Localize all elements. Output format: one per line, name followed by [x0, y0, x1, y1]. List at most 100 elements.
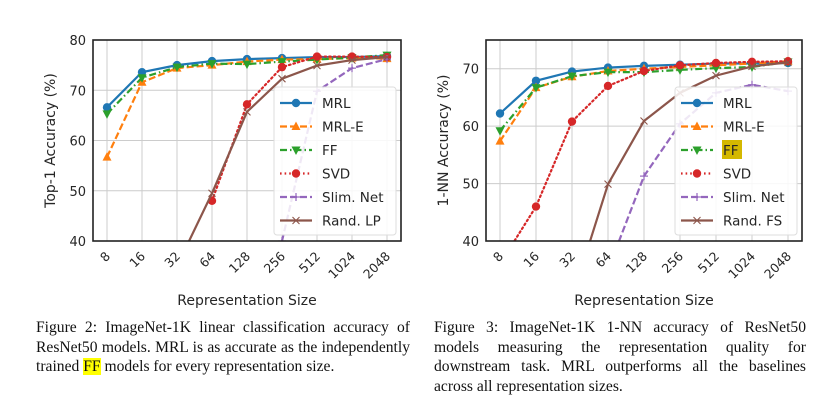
- data-point: [242, 100, 252, 109]
- data-point: [567, 72, 577, 82]
- y-tick-label: 60: [69, 135, 86, 150]
- x-tick-label: 16: [126, 248, 148, 270]
- y-tick-label: 60: [462, 120, 479, 135]
- data-point: [102, 152, 112, 161]
- legend-item: FF: [280, 143, 338, 159]
- series-line: [210, 55, 389, 202]
- x-tick-label: 32: [556, 249, 578, 271]
- data-point: [172, 63, 182, 73]
- data-point: [102, 110, 112, 119]
- caption-text: models for every representation size.: [100, 358, 335, 375]
- legend-marker: [693, 193, 701, 201]
- marker-stroke: [348, 56, 356, 64]
- legend-marker: [291, 169, 301, 178]
- marker-stroke: [693, 216, 701, 225]
- legend-label: FF: [322, 143, 338, 159]
- y-tick-label: 70: [69, 84, 86, 99]
- data-point: [531, 76, 541, 85]
- legend-marker: [291, 98, 301, 108]
- y-tick-label: 40: [69, 235, 86, 250]
- legend-label: MRL-E: [322, 120, 364, 136]
- legend-item: FF: [681, 140, 742, 159]
- marker-stroke: [383, 53, 391, 61]
- legend: MRL MRL-E FF SVD Slim. Net Rand. FS: [674, 86, 798, 236]
- data-point: [748, 62, 756, 71]
- y-tick-label: 50: [69, 185, 86, 200]
- data-point: [277, 58, 287, 67]
- figure-3-caption: Figure 3: ImageNet-1K 1-NN accuracy of R…: [434, 318, 806, 396]
- data-point: [784, 58, 792, 67]
- legend-item: Slim. Net: [280, 190, 384, 206]
- data-point: [242, 60, 252, 70]
- data-point: [567, 117, 577, 126]
- x-tick-label: 1024: [325, 248, 358, 281]
- legend-label: FF: [723, 143, 739, 159]
- x-tick-label: 64: [196, 248, 218, 270]
- legend-marker: [692, 121, 702, 130]
- y-tick-label: 80: [69, 34, 86, 49]
- y-axis-label: Top-1 Accuracy (%): [43, 73, 59, 209]
- caption-highlight: FF: [83, 358, 101, 375]
- x-axis-label: Representation Size: [177, 293, 317, 309]
- data-point: [313, 61, 321, 70]
- data-point: [531, 84, 541, 93]
- series-line: [617, 83, 789, 241]
- x-tick-label: 1024: [725, 248, 758, 281]
- plot-frame: [92, 39, 402, 242]
- data-point: [711, 64, 721, 74]
- data-point: [207, 60, 217, 69]
- legend-item: MRL: [280, 96, 351, 112]
- figure-3-svg: 40 50 60 70 8 16 32 64 128 256 512 1024 2048 Represen…: [436, 39, 803, 309]
- legend-label: MRL: [723, 96, 752, 112]
- data-point: [712, 71, 720, 80]
- data-point: [278, 237, 286, 241]
- data-point: [711, 58, 721, 68]
- x-axis-ticks: 8 16 32 64 128 256 512 1024 2048: [490, 248, 794, 281]
- legend-item: SVD: [280, 167, 350, 183]
- series-line: [106, 53, 388, 115]
- y-axis-ticks: 40 50 60 70: [462, 63, 479, 250]
- marker-stroke: [292, 216, 300, 225]
- data-point: [531, 202, 541, 211]
- figure-2-chart: 40 50 60 70 80 8 16 32 64 128 256 512 1024 2048 Repres…: [0, 0, 415, 320]
- legend-item: MRL-E: [681, 120, 765, 136]
- legend-marker: [693, 216, 701, 225]
- legend-label: Rand. FS: [723, 214, 782, 230]
- legend-item: SVD: [681, 167, 751, 183]
- data-point: [278, 74, 286, 83]
- legend-label: Slim. Net: [723, 190, 785, 206]
- data-point: [783, 57, 793, 66]
- marker-stroke: [243, 107, 251, 116]
- x-axis-ticks: 8 16 32 64 128 256 512 1024 2048: [97, 248, 393, 281]
- data-point: [495, 109, 505, 118]
- data-point: [747, 57, 757, 67]
- legend-label: Rand. LP: [322, 214, 381, 230]
- legend-label: SVD: [322, 167, 350, 183]
- marker-stroke: [604, 180, 612, 189]
- y-tick-label: 70: [462, 63, 479, 78]
- data-point: [208, 189, 216, 198]
- data-point: [348, 56, 356, 64]
- x-tick-label: 512: [296, 249, 323, 276]
- legend-label: Slim. Net: [322, 190, 384, 206]
- x-tick-label: 512: [695, 249, 722, 276]
- legend-item: MRL-E: [280, 120, 364, 136]
- data-point: [495, 136, 505, 145]
- legend-item: MRL: [681, 96, 752, 112]
- marker-stroke: [278, 74, 286, 83]
- x-tick-label: 256: [261, 248, 289, 276]
- marker-stroke: [784, 58, 792, 67]
- data-point: [640, 172, 648, 181]
- data-point: [604, 180, 612, 189]
- marker-stroke: [748, 62, 756, 71]
- data-point: [243, 107, 251, 116]
- legend-label: MRL: [322, 96, 351, 112]
- legend-marker: [692, 169, 702, 178]
- data-point: [639, 66, 649, 76]
- legend-item: Rand. FS: [681, 214, 782, 230]
- x-tick-label: 2048: [360, 248, 393, 281]
- x-tick-label: 16: [520, 248, 542, 270]
- data-point: [312, 52, 322, 61]
- x-tick-label: 128: [623, 248, 651, 276]
- legend-marker: [692, 98, 702, 108]
